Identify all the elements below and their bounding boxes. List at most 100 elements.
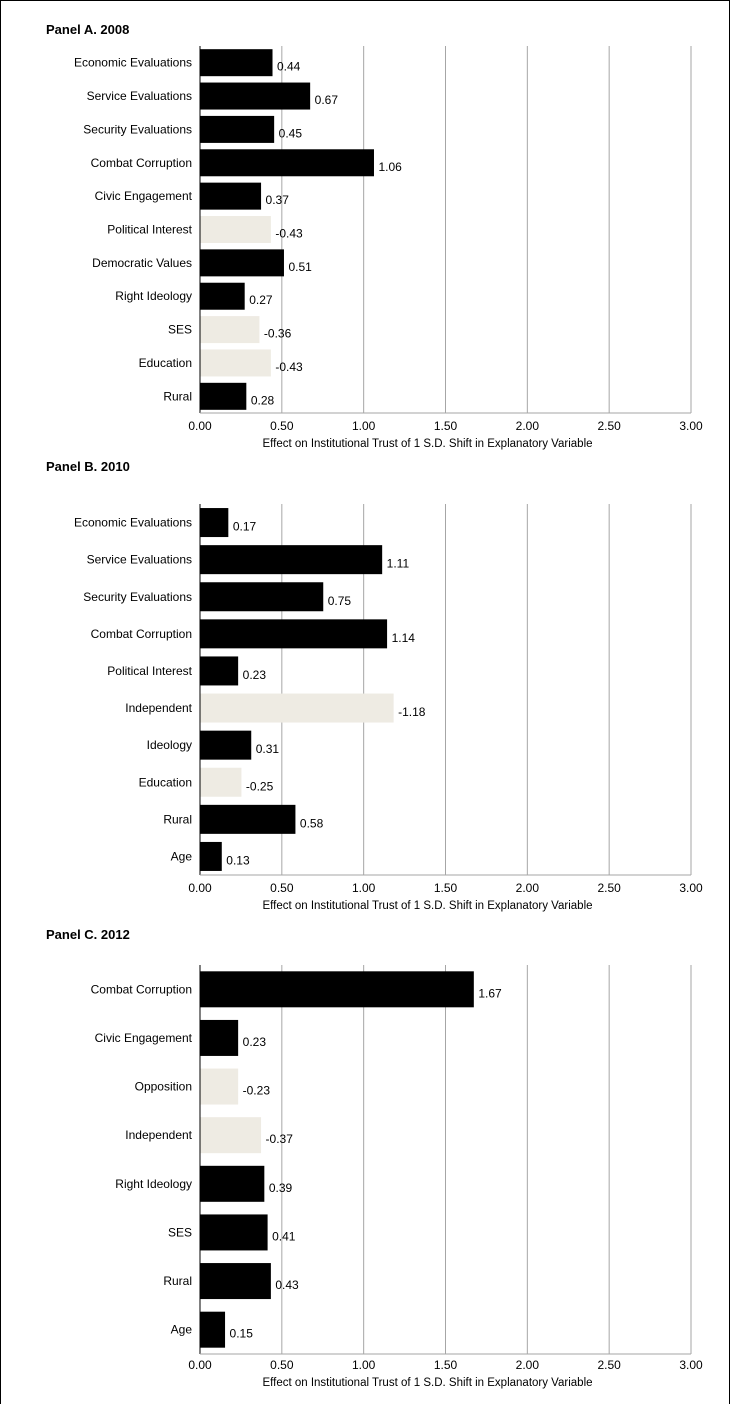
data-label: 0.31 (256, 742, 280, 756)
bar (200, 693, 394, 723)
bar (200, 767, 242, 797)
category-label: Economic Evaluations (74, 56, 192, 70)
category-label: Combat Corruption (91, 627, 192, 641)
bar (200, 249, 284, 277)
data-label: 1.14 (392, 631, 416, 645)
data-label: 0.41 (272, 1229, 296, 1243)
category-label: Independent (125, 1128, 192, 1142)
category-label: Education (139, 356, 192, 370)
bar (200, 1214, 268, 1251)
bar (200, 82, 311, 110)
category-label: Combat Corruption (91, 156, 192, 170)
bar (200, 730, 252, 760)
x-tick-label: 3.00 (679, 1358, 703, 1372)
data-label: 0.13 (226, 853, 250, 867)
category-label: Age (171, 1323, 193, 1337)
x-tick-label: 0.50 (270, 881, 294, 895)
x-tick-label: 2.00 (516, 1358, 540, 1372)
bar (200, 282, 245, 310)
bar (200, 971, 474, 1008)
bar (200, 841, 222, 871)
data-label: -0.36 (264, 327, 292, 341)
data-label: 0.45 (279, 126, 303, 140)
x-tick-label: 2.50 (597, 419, 621, 433)
x-axis-label: Effect on Institutional Trust of 1 S.D. … (262, 438, 592, 450)
x-tick-label: 0.50 (270, 419, 294, 433)
category-label: Opposition (135, 1080, 192, 1094)
bar (200, 1019, 239, 1056)
data-label: -0.25 (246, 779, 274, 793)
category-label: Ideology (147, 738, 192, 752)
bar (200, 656, 239, 686)
x-tick-label: 2.00 (516, 419, 540, 433)
x-tick-label: 1.50 (434, 419, 458, 433)
category-label: Service Evaluations (87, 553, 192, 567)
panel-title: Panel C. 2012 (46, 927, 130, 942)
category-label: Security Evaluations (83, 122, 192, 136)
x-tick-label: 0.00 (188, 1358, 212, 1372)
category-label: Security Evaluations (83, 590, 192, 604)
bar (200, 1263, 271, 1300)
x-tick-label: 0.00 (188, 419, 212, 433)
bar (200, 804, 296, 834)
bar (200, 49, 273, 77)
data-label: 0.23 (243, 1035, 267, 1049)
bar (200, 1165, 265, 1202)
x-axis-label: Effect on Institutional Trust of 1 S.D. … (262, 1377, 592, 1389)
category-label: Service Evaluations (87, 89, 192, 103)
category-label: Right Ideology (115, 1177, 192, 1191)
x-tick-label: 1.50 (434, 881, 458, 895)
category-label: Civic Engagement (95, 189, 193, 203)
category-label: Political Interest (107, 223, 192, 237)
x-tick-label: 0.50 (270, 1358, 294, 1372)
x-tick-label: 1.00 (352, 881, 376, 895)
bar (200, 508, 229, 538)
panel-title: Panel A. 2008 (46, 22, 129, 37)
category-label: Combat Corruption (91, 982, 192, 996)
data-label: 0.37 (266, 193, 290, 207)
data-label: 0.44 (277, 60, 301, 74)
category-label: Rural (163, 389, 192, 403)
data-label: -0.43 (275, 227, 303, 241)
data-label: 0.28 (251, 393, 275, 407)
bar (200, 545, 383, 575)
bar (200, 582, 324, 612)
data-label: 0.58 (300, 816, 324, 830)
category-label: Economic Evaluations (74, 516, 192, 530)
category-label: Civic Engagement (95, 1031, 193, 1045)
category-label: Age (171, 849, 193, 863)
bar (200, 316, 260, 344)
data-label: 0.39 (269, 1181, 293, 1195)
data-label: 0.67 (315, 93, 339, 107)
category-label: SES (168, 1225, 192, 1239)
data-label: -0.23 (243, 1084, 271, 1098)
bar (200, 1068, 239, 1105)
data-label: 0.75 (328, 594, 352, 608)
bar (200, 1117, 262, 1154)
bar (200, 115, 275, 143)
category-label: Rural (163, 812, 192, 826)
x-tick-label: 1.00 (352, 419, 376, 433)
bar (200, 619, 388, 649)
x-tick-label: 2.50 (597, 1358, 621, 1372)
data-label: 0.43 (275, 1278, 299, 1292)
x-tick-label: 2.00 (516, 881, 540, 895)
bar (200, 182, 262, 210)
x-tick-label: 3.00 (679, 419, 703, 433)
data-label: 0.23 (243, 668, 267, 682)
category-label: Democratic Values (92, 256, 192, 270)
category-label: Right Ideology (115, 289, 192, 303)
x-tick-label: 2.50 (597, 881, 621, 895)
data-label: 0.51 (288, 260, 312, 274)
bar (200, 382, 247, 410)
x-tick-label: 3.00 (679, 881, 703, 895)
x-axis-label: Effect on Institutional Trust of 1 S.D. … (262, 900, 592, 912)
x-tick-label: 1.50 (434, 1358, 458, 1372)
data-label: 1.67 (478, 986, 502, 1000)
bar (200, 1311, 226, 1348)
bar (200, 349, 271, 377)
category-label: Political Interest (107, 664, 192, 678)
